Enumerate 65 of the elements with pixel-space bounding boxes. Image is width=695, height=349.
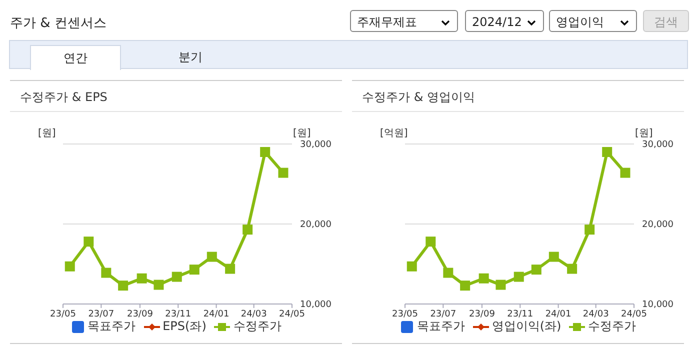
text: 10,000 — [642, 300, 674, 310]
x-tick-label: 23/09 — [126, 309, 154, 320]
text: 20,000 — [300, 220, 332, 230]
legend-label: 목표주가 — [416, 318, 465, 335]
point — [189, 264, 200, 275]
x-tick-label: 24/05 — [621, 309, 647, 320]
x-tick-label: 24/01 — [545, 309, 572, 320]
point — [514, 272, 524, 282]
point — [443, 268, 454, 278]
y2-axis-title: [원] — [635, 127, 653, 140]
chart-title: 수정주가 & 영업이익 — [362, 89, 475, 106]
y2-axis-title: [원] — [293, 127, 311, 140]
x-tick-label: 23/11 — [507, 309, 534, 320]
point — [154, 280, 164, 290]
point — [64, 261, 75, 272]
point — [118, 280, 128, 291]
legend-label: EPS(좌) — [162, 318, 206, 335]
x-tick-label: 24/01 — [203, 309, 230, 320]
x-tick-label: 23/07 — [88, 309, 114, 320]
x-tick-label: 23/05 — [50, 309, 76, 320]
point — [278, 168, 288, 178]
point — [478, 273, 489, 284]
legend-label: 목표주가 — [86, 318, 136, 335]
point — [225, 264, 236, 274]
chart-title: 수정주가 & EPS — [20, 89, 108, 106]
text: 20,000 — [642, 220, 674, 230]
point — [460, 280, 470, 291]
text: 30,000 — [300, 140, 332, 150]
point — [242, 224, 253, 235]
point — [260, 147, 270, 157]
point — [548, 252, 559, 262]
dropdown-field: 주재무제표 — [350, 10, 458, 32]
point — [531, 264, 542, 275]
point — [136, 273, 147, 284]
x-tick-label: 24/03 — [240, 309, 267, 320]
point — [84, 236, 94, 247]
text: 10,000 — [300, 300, 332, 310]
x-tick-label: 24/03 — [582, 309, 609, 320]
dropdown-field: 영업이익 — [549, 10, 637, 32]
point — [406, 261, 417, 272]
x-tick-label: 23/05 — [392, 309, 418, 320]
search-button: 검색 — [643, 10, 689, 32]
point — [602, 147, 612, 157]
x-tick-label: 23/11 — [165, 309, 192, 320]
y-axis-title: [원] — [38, 127, 56, 140]
point — [584, 224, 595, 235]
text: 주가 & 컨센서스 — [10, 15, 106, 32]
text: 30,000 — [642, 140, 674, 150]
dropdown-field: 2024/12 — [465, 10, 544, 32]
point — [567, 264, 578, 274]
point — [496, 280, 506, 290]
text: 분기 — [178, 49, 204, 66]
tab: 연간 — [30, 45, 121, 70]
point — [206, 252, 217, 262]
legend-label: 수정주가 — [587, 318, 636, 335]
point — [172, 272, 182, 282]
x-tick-label: 23/09 — [468, 309, 496, 320]
point — [426, 236, 436, 247]
legend-label: 영업이익(좌) — [490, 318, 562, 335]
x-tick-label: 24/05 — [279, 309, 305, 320]
y-axis-title: [억원] — [380, 127, 408, 140]
point — [620, 168, 630, 178]
point — [101, 268, 112, 278]
legend-label: 수정주가 — [232, 318, 282, 335]
x-tick-label: 23/07 — [430, 309, 456, 320]
